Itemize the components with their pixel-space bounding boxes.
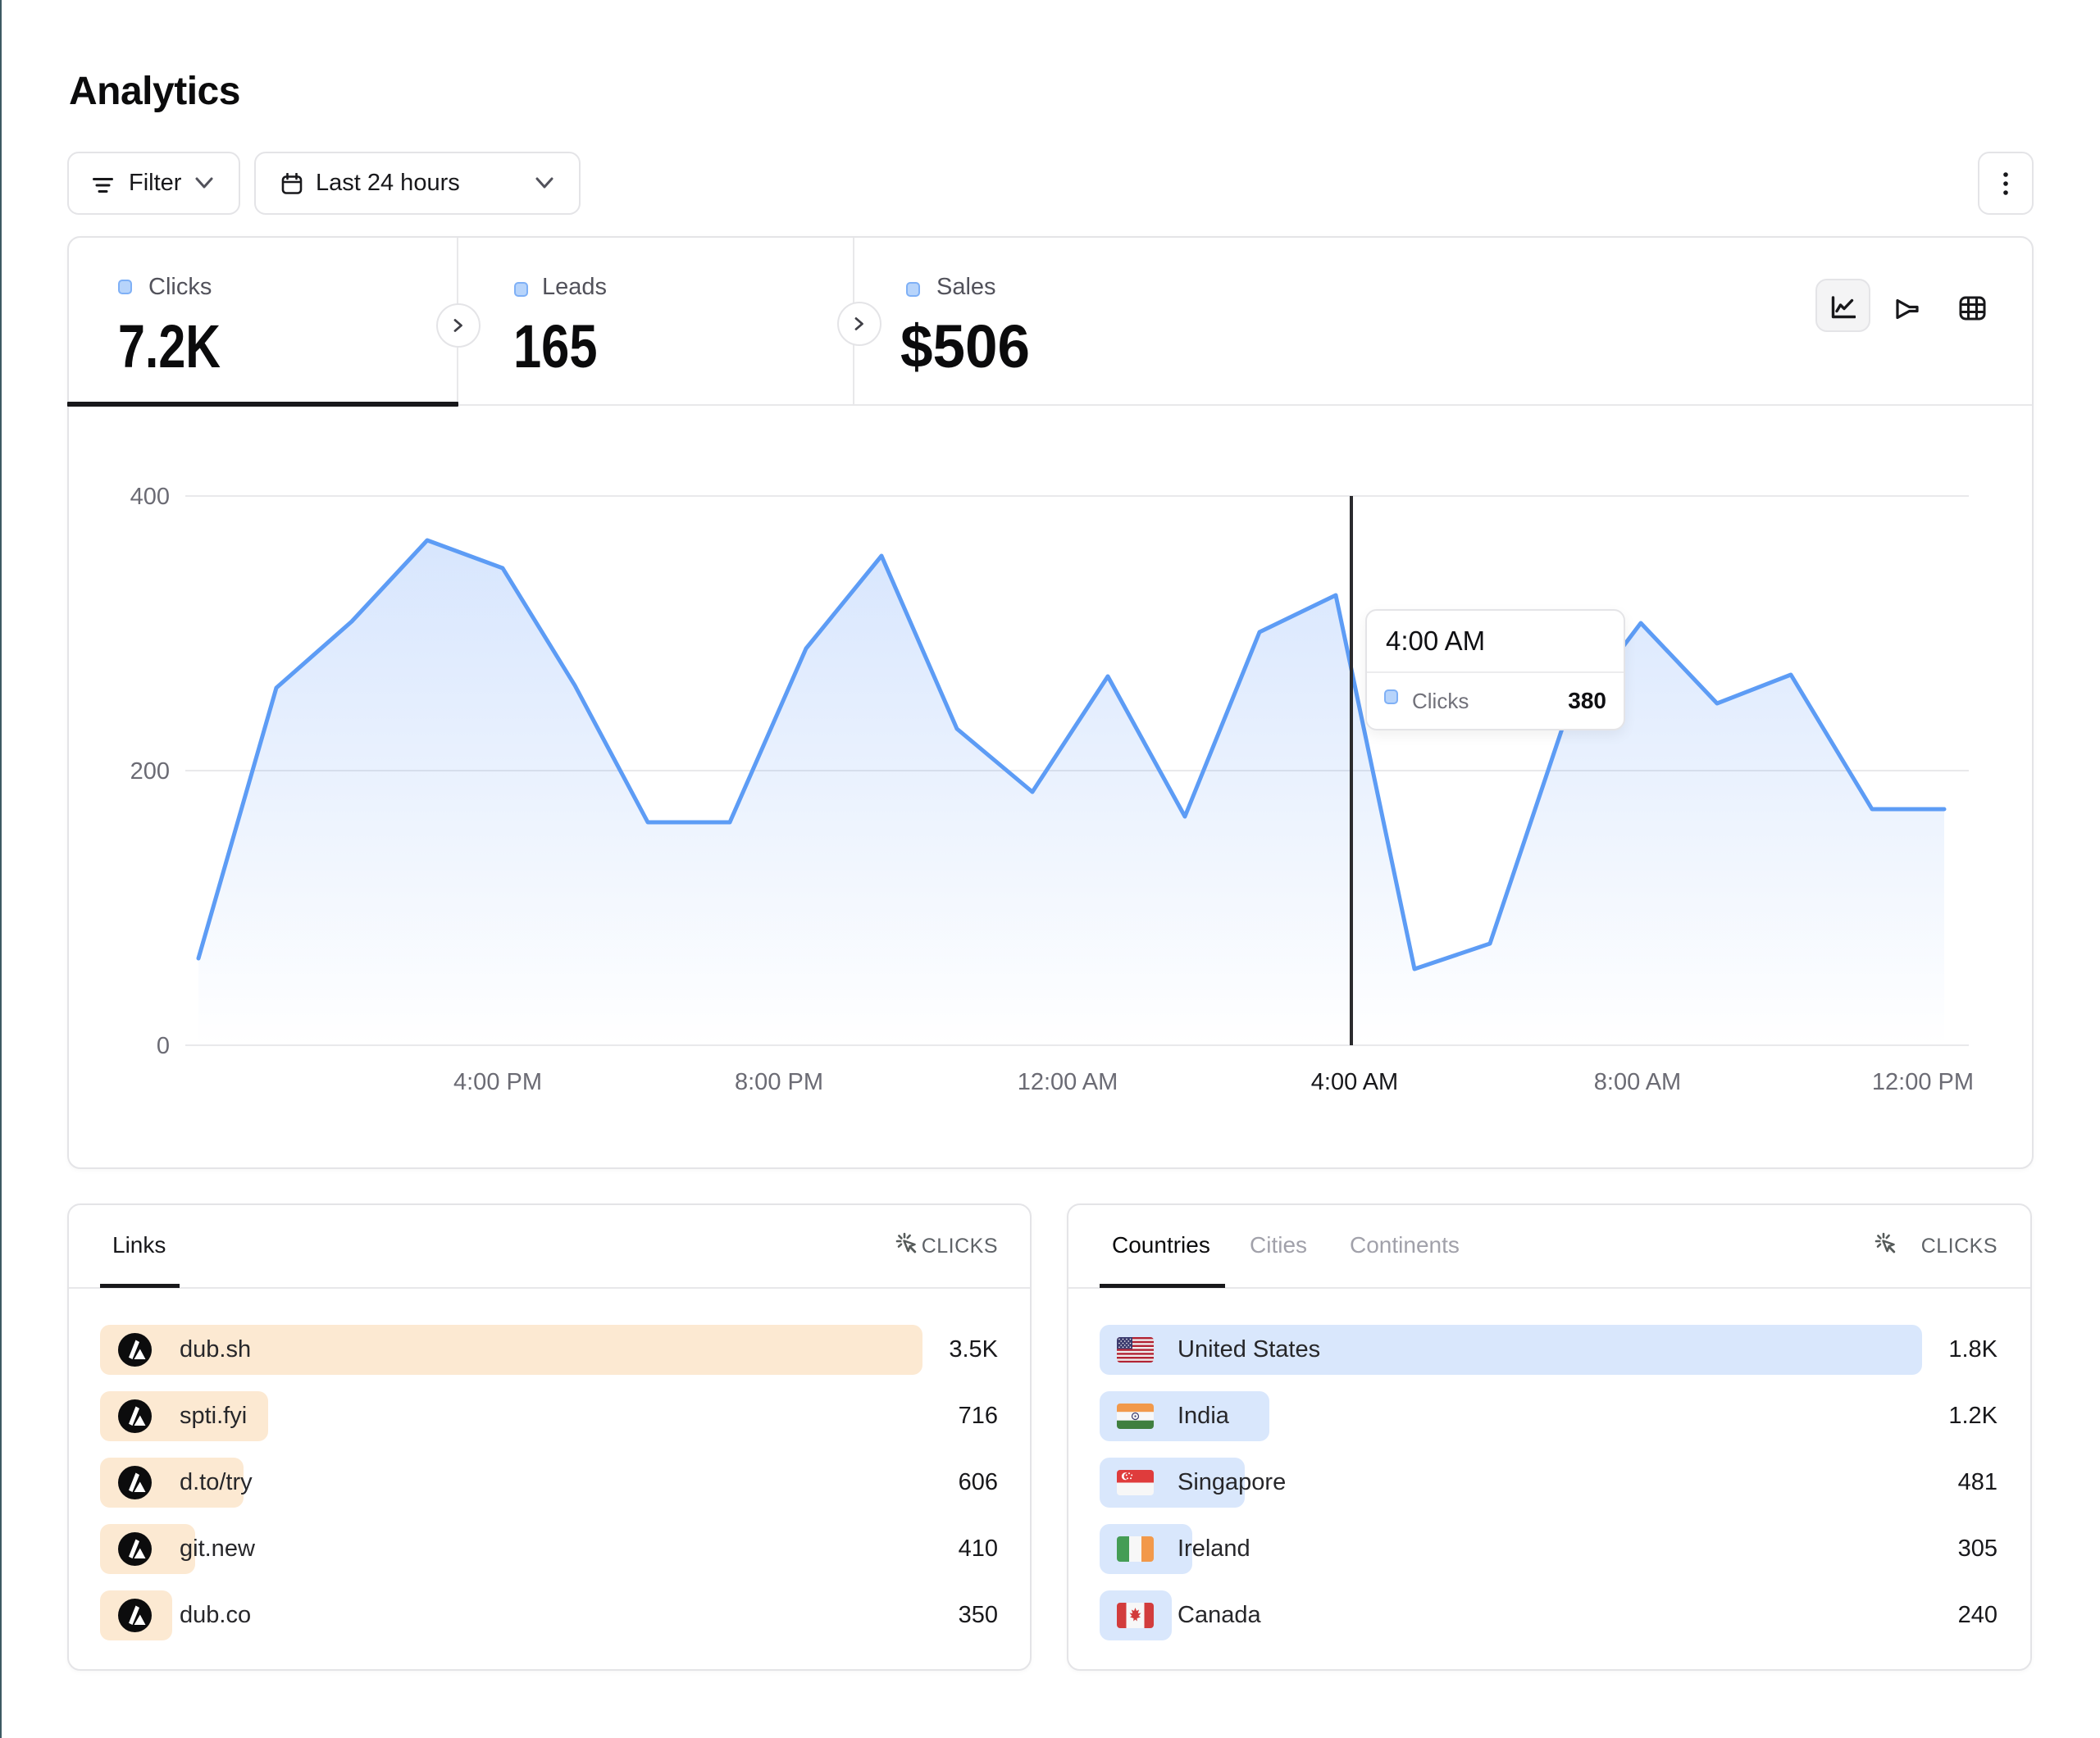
svg-text:400: 400: [130, 484, 170, 510]
svg-text:12:00 AM: 12:00 AM: [1018, 1069, 1118, 1095]
svg-text:0: 0: [157, 1033, 170, 1059]
svg-text:12:00 PM: 12:00 PM: [1872, 1069, 1974, 1095]
svg-text:4:00 AM: 4:00 AM: [1311, 1069, 1398, 1095]
svg-text:4:00 PM: 4:00 PM: [453, 1069, 542, 1095]
svg-text:200: 200: [130, 758, 170, 785]
svg-text:8:00 AM: 8:00 AM: [1594, 1069, 1681, 1095]
svg-text:8:00 PM: 8:00 PM: [735, 1069, 823, 1095]
